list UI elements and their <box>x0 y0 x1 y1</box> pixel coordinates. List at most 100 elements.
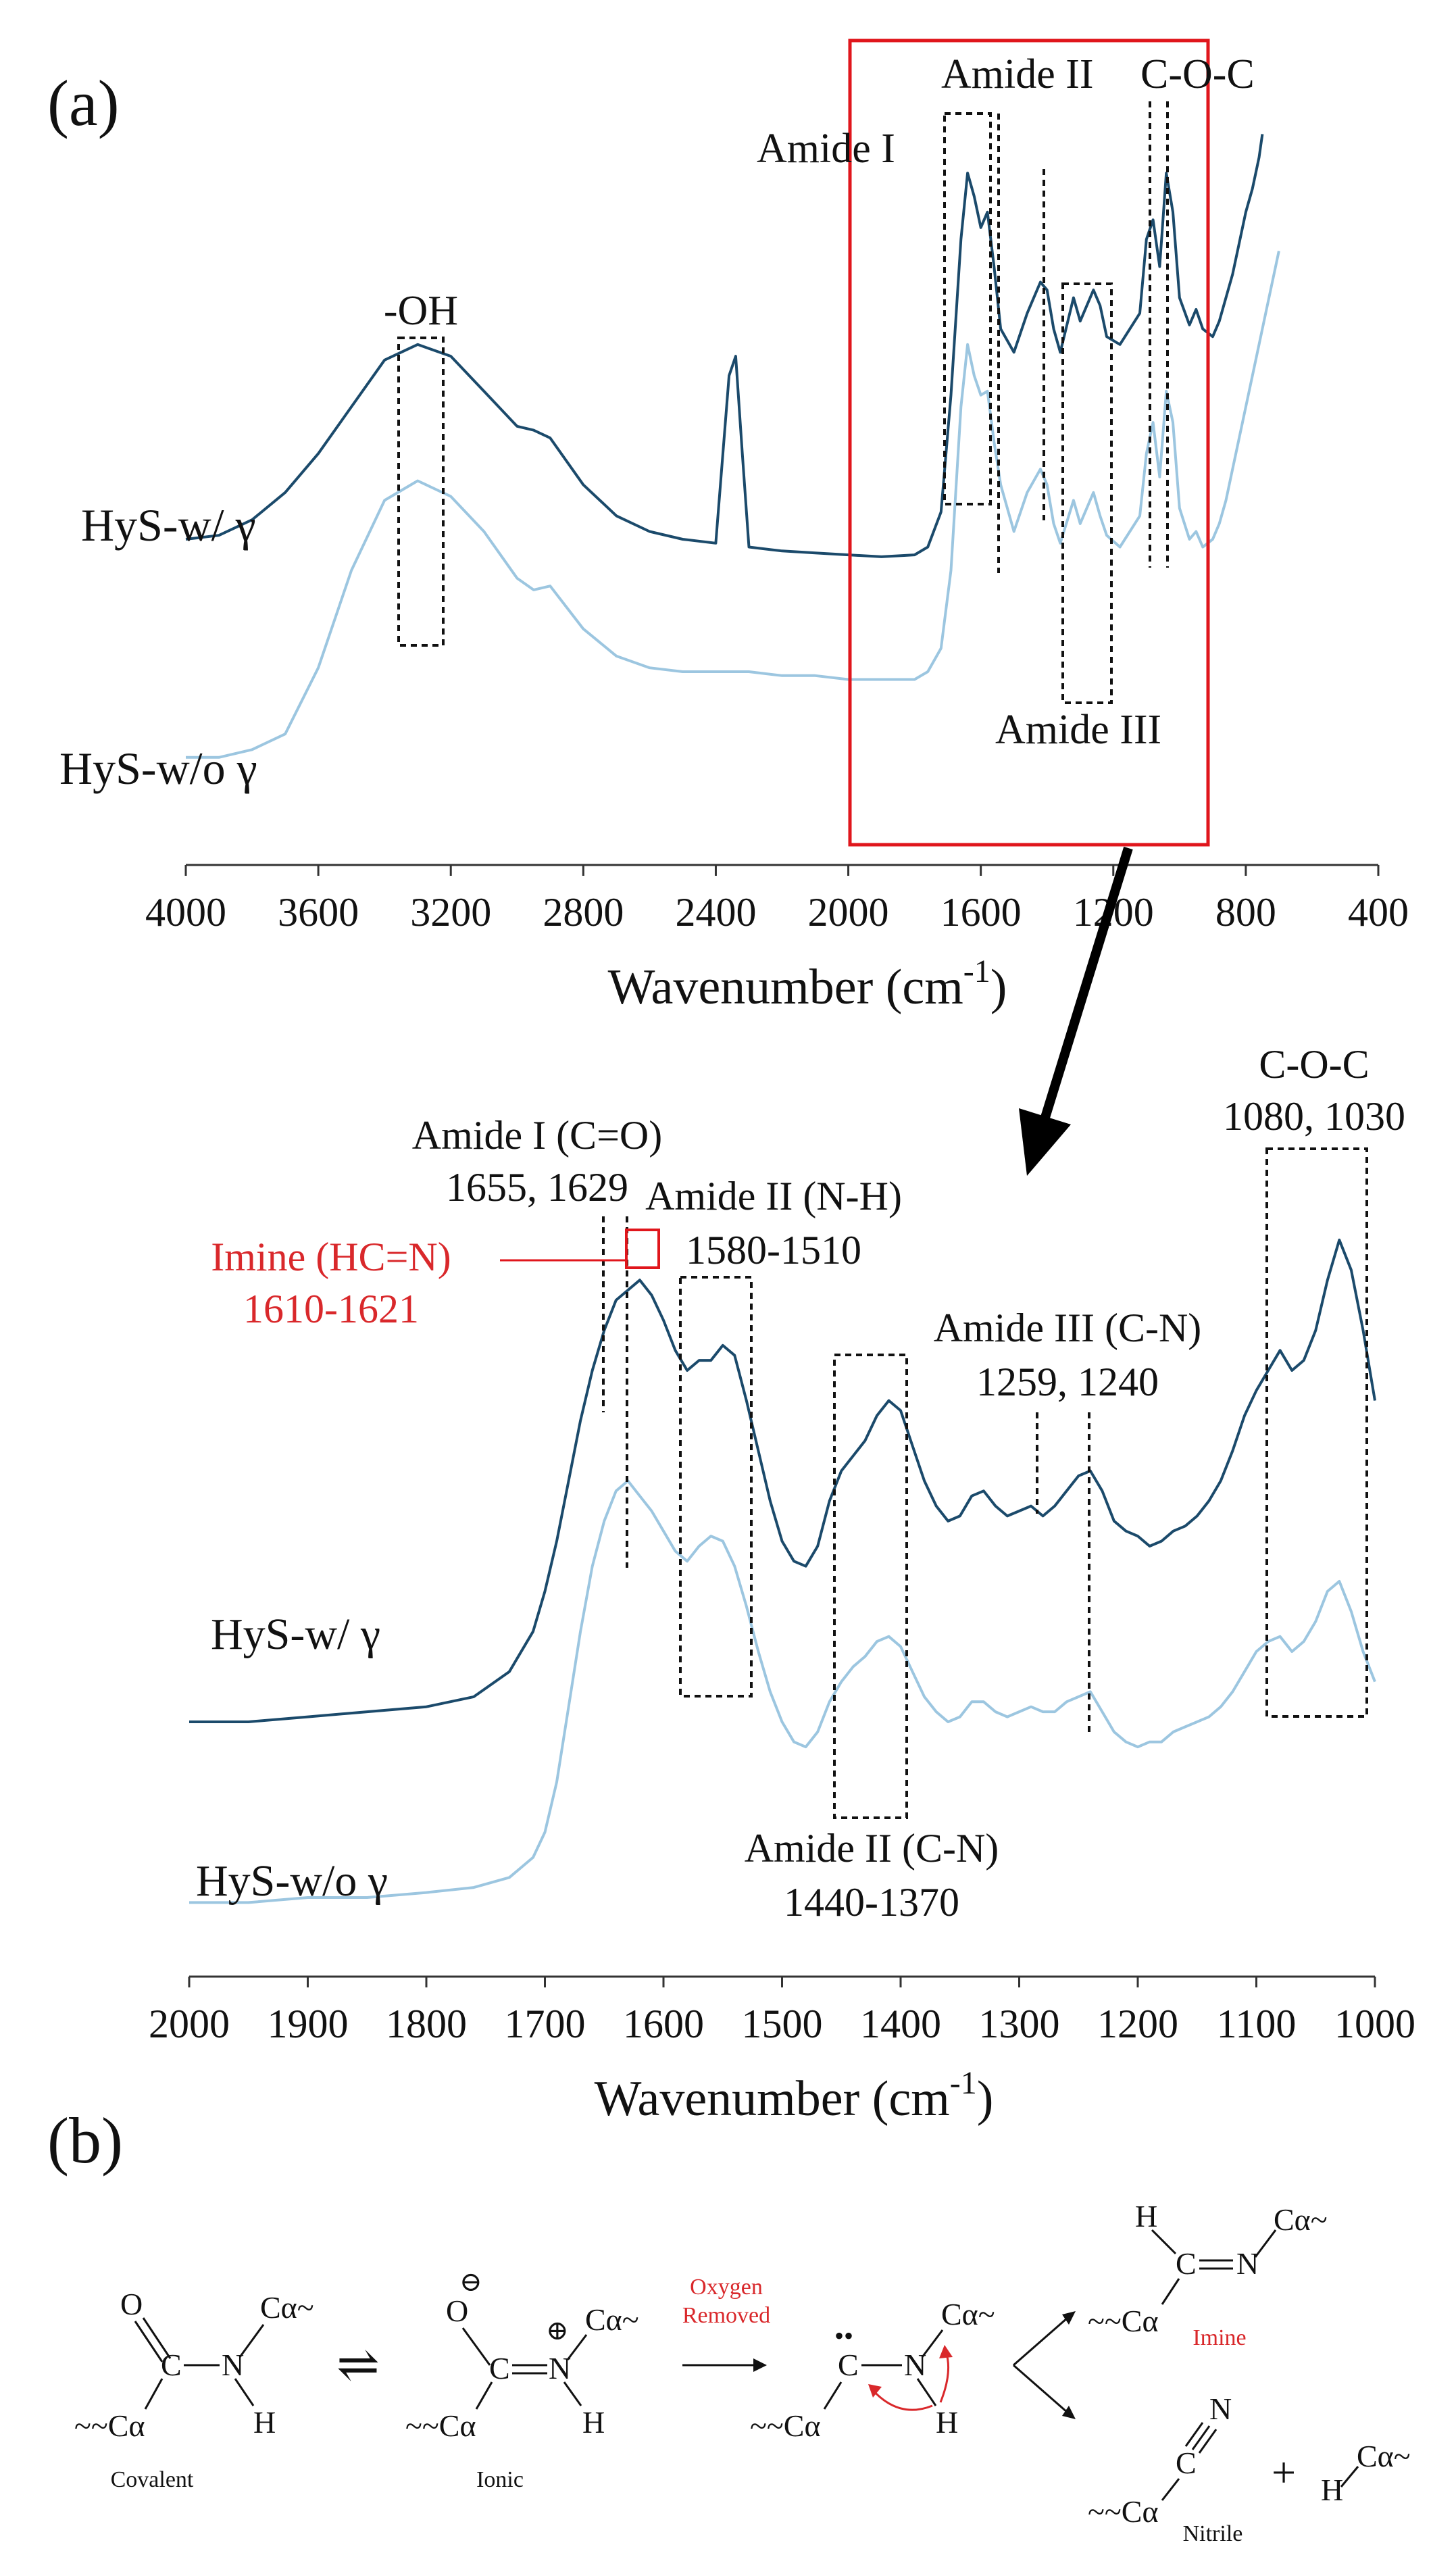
chart-a-series-label-wo: HyS-w/o γ <box>59 743 257 794</box>
x-tick-label-1-7: 1300 <box>979 2002 1060 2046</box>
x-tick-label-1-9: 1100 <box>1217 2002 1297 2046</box>
x-tick-label-1-8: 1200 <box>1097 2002 1178 2046</box>
atom-o-2: O <box>446 2294 468 2328</box>
nitrile-label: Nitrile <box>1183 2521 1243 2546</box>
x-tick-label-0-3: 2800 <box>543 890 624 935</box>
plus-sign: + <box>1272 2448 1296 2496</box>
chart-a-series-label-w: HyS-w/ γ <box>81 499 256 551</box>
atom-ca-9: ~~Cα <box>1088 2494 1159 2529</box>
amide-ii-nh-values: 1580-1510 <box>686 1228 861 1272</box>
zoom-arrow <box>1039 846 1133 1124</box>
equilibrium-arrow: ⇌ <box>336 2337 380 2394</box>
atom-n-5: N <box>1209 2392 1232 2426</box>
amide-i-label-a: Amide I <box>757 126 895 172</box>
atom-o-1: O <box>120 2287 143 2321</box>
atom-h-5: H <box>1321 2473 1343 2507</box>
atom-ca-5: Cα~ <box>941 2297 995 2331</box>
x-tick-label-1-4: 1600 <box>623 2002 704 2046</box>
amide-ii-nh-title: Amide II (N-H) <box>645 1174 902 1218</box>
chart-zoom-series-label-w: HyS-w/ γ <box>211 1610 380 1659</box>
panel-b-label: (b) <box>47 2104 123 2177</box>
atom-c-1: C <box>161 2348 182 2382</box>
x-tick-label-1-6: 1400 <box>860 2002 941 2046</box>
x-tick-label-1-1: 1900 <box>268 2002 349 2046</box>
atom-c-2: C <box>489 2351 510 2385</box>
atom-c-4: C <box>1176 2246 1197 2281</box>
electron-arrow-1 <box>870 2388 933 2411</box>
electron-arrow-2 <box>939 2351 950 2403</box>
removed-label: Removed <box>682 2303 770 2328</box>
x-tick-label-1-10: 1000 <box>1334 2002 1415 2046</box>
chart-a-x-label: Wavenumber (cm-1) <box>608 953 1007 1015</box>
amide-ii-cn-title: Amide II (C-N) <box>745 1826 999 1871</box>
chart-zoom-x-label: Wavenumber (cm-1) <box>595 2065 994 2127</box>
atom-ca-4: ~~Cα <box>405 2408 476 2443</box>
x-tick-label-0-9: 400 <box>1348 890 1409 935</box>
branch-arrow-down <box>1013 2364 1068 2414</box>
x-tick-label-0-4: 2400 <box>675 890 756 935</box>
atom-c-5: C <box>1176 2446 1197 2480</box>
atom-h-2: H <box>582 2405 605 2439</box>
amide-i-values: 1655, 1629 <box>446 1165 628 1210</box>
oh-band-box <box>397 337 445 647</box>
coc-values-zoom: 1080, 1030 <box>1223 1094 1405 1139</box>
atom-n-4: N <box>1236 2246 1259 2281</box>
x-tick-label-0-8: 800 <box>1215 890 1276 935</box>
imine-marker-box <box>625 1229 660 1269</box>
x-tick-label-0-0: 4000 <box>145 890 226 935</box>
minus-charge: ⊖ <box>459 2267 482 2297</box>
atom-ca-8: ~~Cα <box>1088 2304 1159 2338</box>
atom-ca-1: Cα~ <box>260 2290 314 2325</box>
atom-ca-3: Cα~ <box>585 2302 639 2337</box>
x-tick-label-1-2: 1800 <box>386 2002 467 2046</box>
branch-arrow-up <box>1013 2317 1068 2367</box>
atom-n-1: N <box>222 2348 244 2382</box>
atom-ca-6: ~~Cα <box>750 2408 821 2443</box>
lone-pair: •• <box>834 2321 853 2351</box>
amide-i-box <box>943 112 992 505</box>
coc-box-zoom <box>1265 1147 1368 1718</box>
x-tick-label-1-5: 1500 <box>742 2002 823 2046</box>
plus-charge: ⊕ <box>546 2315 569 2346</box>
amide-ii-cn-values: 1440-1370 <box>784 1880 959 1925</box>
covalent-label: Covalent <box>111 2467 194 2492</box>
atom-ca-7: Cα~ <box>1274 2202 1328 2237</box>
x-tick-label-0-1: 3600 <box>278 890 359 935</box>
amide-ii-label-a: Amide II <box>941 51 1094 97</box>
series-line-0-1 <box>186 250 1280 759</box>
zoom-region-box <box>848 39 1210 847</box>
atom-n-3: N <box>904 2348 926 2382</box>
atom-h-1: H <box>253 2405 276 2439</box>
atom-ca-10: Cα~ <box>1357 2439 1411 2473</box>
chart-a <box>185 134 1280 759</box>
imine-label: Imine <box>1193 2325 1246 2350</box>
atom-n-2: N <box>549 2351 571 2385</box>
atom-c-3: C <box>838 2348 859 2382</box>
oh-label: -OH <box>384 288 458 334</box>
amide-ii-cn-box <box>833 1354 908 1819</box>
chart-zoom-series-label-wo: HyS-w/o γ <box>196 1856 388 1906</box>
series-line-0-0 <box>185 134 1264 558</box>
ionic-label: Ionic <box>476 2467 524 2492</box>
coc-label-a: C-O-C <box>1140 51 1255 97</box>
amide-iii-title: Amide III (C-N) <box>934 1306 1202 1350</box>
zoom-arrow-head <box>1019 1108 1071 1176</box>
coc-title-zoom: C-O-C <box>1259 1042 1369 1087</box>
x-tick-label-1-0: 2000 <box>149 2002 230 2046</box>
x-tick-label-0-6: 1600 <box>940 890 1022 935</box>
amide-iii-values: 1259, 1240 <box>976 1360 1159 1404</box>
x-tick-label-0-5: 2000 <box>808 890 889 935</box>
atom-h-4: H <box>1135 2199 1157 2233</box>
x-tick-label-0-2: 3200 <box>410 890 491 935</box>
atom-h-3: H <box>936 2405 958 2439</box>
atom-ca-2: ~~Cα <box>74 2408 145 2443</box>
imine-values: 1610-1621 <box>243 1287 419 1331</box>
amide-i-title: Amide I (C=O) <box>412 1113 662 1158</box>
reaction-scheme: O C N Cα~ H ~~Cα Covalent ⇌ O ⊖ C N ⊕ Cα… <box>74 2199 1411 2546</box>
panel-a-label: (a) <box>47 67 120 139</box>
amide-iii-box <box>1061 282 1113 704</box>
oxygen-label: Oxygen <box>690 2275 763 2300</box>
amide-iii-label-a: Amide III <box>995 707 1161 753</box>
amide-ii-nh-box <box>679 1276 753 1698</box>
series-line-1-1 <box>189 1479 1376 1904</box>
